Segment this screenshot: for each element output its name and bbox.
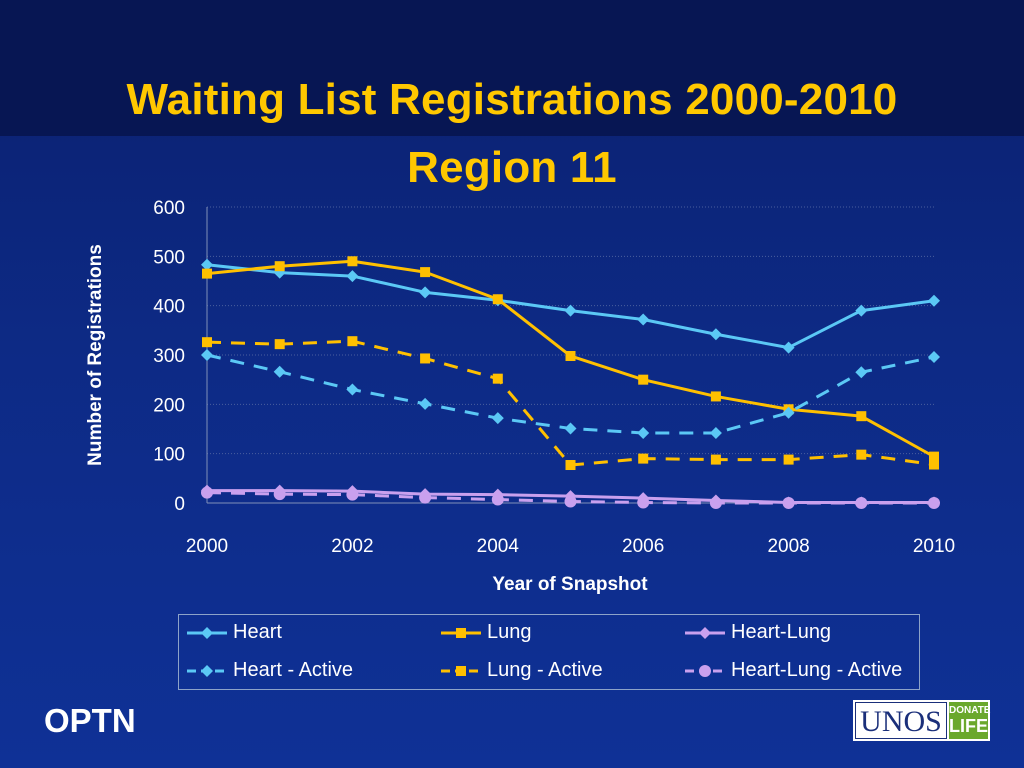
legend-swatch <box>187 627 227 639</box>
point-lung <box>347 256 358 267</box>
y-tick-label: 500 <box>153 247 185 268</box>
point-heart <box>564 304 577 317</box>
point-lung <box>420 267 431 278</box>
legend-label: Lung - Active <box>487 659 603 681</box>
point-lung <box>856 411 867 422</box>
unos-donate-life-logo: UNOS DONATE LIFE <box>853 700 990 741</box>
point-heart <box>637 313 650 326</box>
legend-label: Heart <box>233 621 282 643</box>
point-lung <box>202 268 212 279</box>
x-tick-label: 2004 <box>477 536 520 557</box>
point-lung-active <box>347 336 358 347</box>
point-heart-active <box>273 365 286 378</box>
point-lung-active <box>710 454 721 465</box>
point-heart-active <box>709 426 722 439</box>
x-tick-label: 2002 <box>331 536 373 557</box>
legend-label: Heart-Lung - Active <box>731 659 903 681</box>
point-lung-active <box>274 339 285 350</box>
donate-life-badge-bottom: LIFE <box>949 716 988 736</box>
point-heart-lung-active <box>491 493 504 506</box>
legend-swatch <box>441 628 481 638</box>
y-tick-label: 300 <box>153 346 185 367</box>
point-heart <box>928 294 940 307</box>
point-heart-lung-active <box>637 496 650 509</box>
donate-life-badge-top: DONATE <box>949 705 991 716</box>
x-tick-label: 2006 <box>622 536 664 557</box>
legend-label: Heart - Active <box>233 659 354 681</box>
point-lung-active <box>565 460 576 471</box>
donate-life-badge: DONATE LIFE <box>949 702 991 739</box>
point-heart-lung-active <box>564 495 577 508</box>
point-heart-lung-active <box>855 497 868 509</box>
point-heart <box>782 341 795 354</box>
point-heart-lung-active <box>709 497 722 509</box>
legend-swatch <box>685 627 725 639</box>
unos-logo-text: UNOS <box>855 702 947 739</box>
point-lung-active <box>783 454 794 465</box>
point-heart <box>709 328 722 341</box>
point-heart-active <box>491 412 504 425</box>
legend-swatch <box>685 665 725 677</box>
point-lung-active <box>638 453 649 464</box>
point-lung <box>710 391 721 402</box>
point-heart-active <box>855 366 868 379</box>
slide-title: Waiting List Registrations 2000-2010 <box>126 75 898 124</box>
slide-subtitle: Region 11 <box>407 143 617 192</box>
y-axis-title: Number of Registrations <box>85 244 106 466</box>
chart-legend: Heart Lung Heart-Lung Heart - Active Lung - … <box>178 614 920 690</box>
y-tick-label: 100 <box>153 445 185 466</box>
title-band <box>0 0 1024 136</box>
point-heart-lung-active <box>346 488 359 501</box>
y-tick-label: 0 <box>174 494 185 515</box>
point-heart-lung-active <box>928 497 940 509</box>
legend-label: Heart-Lung <box>731 621 832 643</box>
point-heart-lung-active <box>419 491 432 504</box>
point-lung-active <box>420 353 431 364</box>
point-lung <box>492 294 503 305</box>
y-tick-label: 200 <box>153 395 185 416</box>
point-lung <box>638 374 649 385</box>
point-lung-active <box>492 373 503 384</box>
point-heart-active <box>928 350 940 363</box>
point-lung <box>274 261 285 272</box>
point-heart-lung-active <box>782 497 795 509</box>
x-tick-label: 2010 <box>913 536 955 557</box>
legend-swatch <box>187 665 227 677</box>
point-heart-active <box>346 383 359 396</box>
legend-label: Lung <box>487 621 532 643</box>
point-heart-active <box>201 349 213 361</box>
y-tick-label: 600 <box>153 198 185 219</box>
point-lung-active <box>929 459 939 470</box>
optn-footer-label: OPTN <box>44 702 136 739</box>
point-heart-active <box>564 422 577 435</box>
point-lung-active <box>202 337 212 348</box>
legend-swatch <box>441 666 481 676</box>
point-heart-active <box>419 397 432 410</box>
point-heart <box>346 270 359 283</box>
point-lung-active <box>856 449 867 460</box>
x-tick-label: 2000 <box>186 536 228 557</box>
y-tick-label: 400 <box>153 297 185 318</box>
point-heart <box>419 286 432 299</box>
point-heart-active <box>637 426 650 439</box>
x-axis-title: Year of Snapshot <box>492 574 648 595</box>
point-lung <box>929 451 939 462</box>
point-heart-active <box>782 406 795 419</box>
point-heart-lung-active <box>201 486 213 499</box>
point-heart-lung-active <box>273 488 286 501</box>
point-heart <box>855 304 868 317</box>
x-tick-label: 2008 <box>767 536 809 557</box>
point-lung <box>565 350 576 361</box>
series-line-heart-active <box>206 353 935 435</box>
point-heart <box>201 258 213 271</box>
